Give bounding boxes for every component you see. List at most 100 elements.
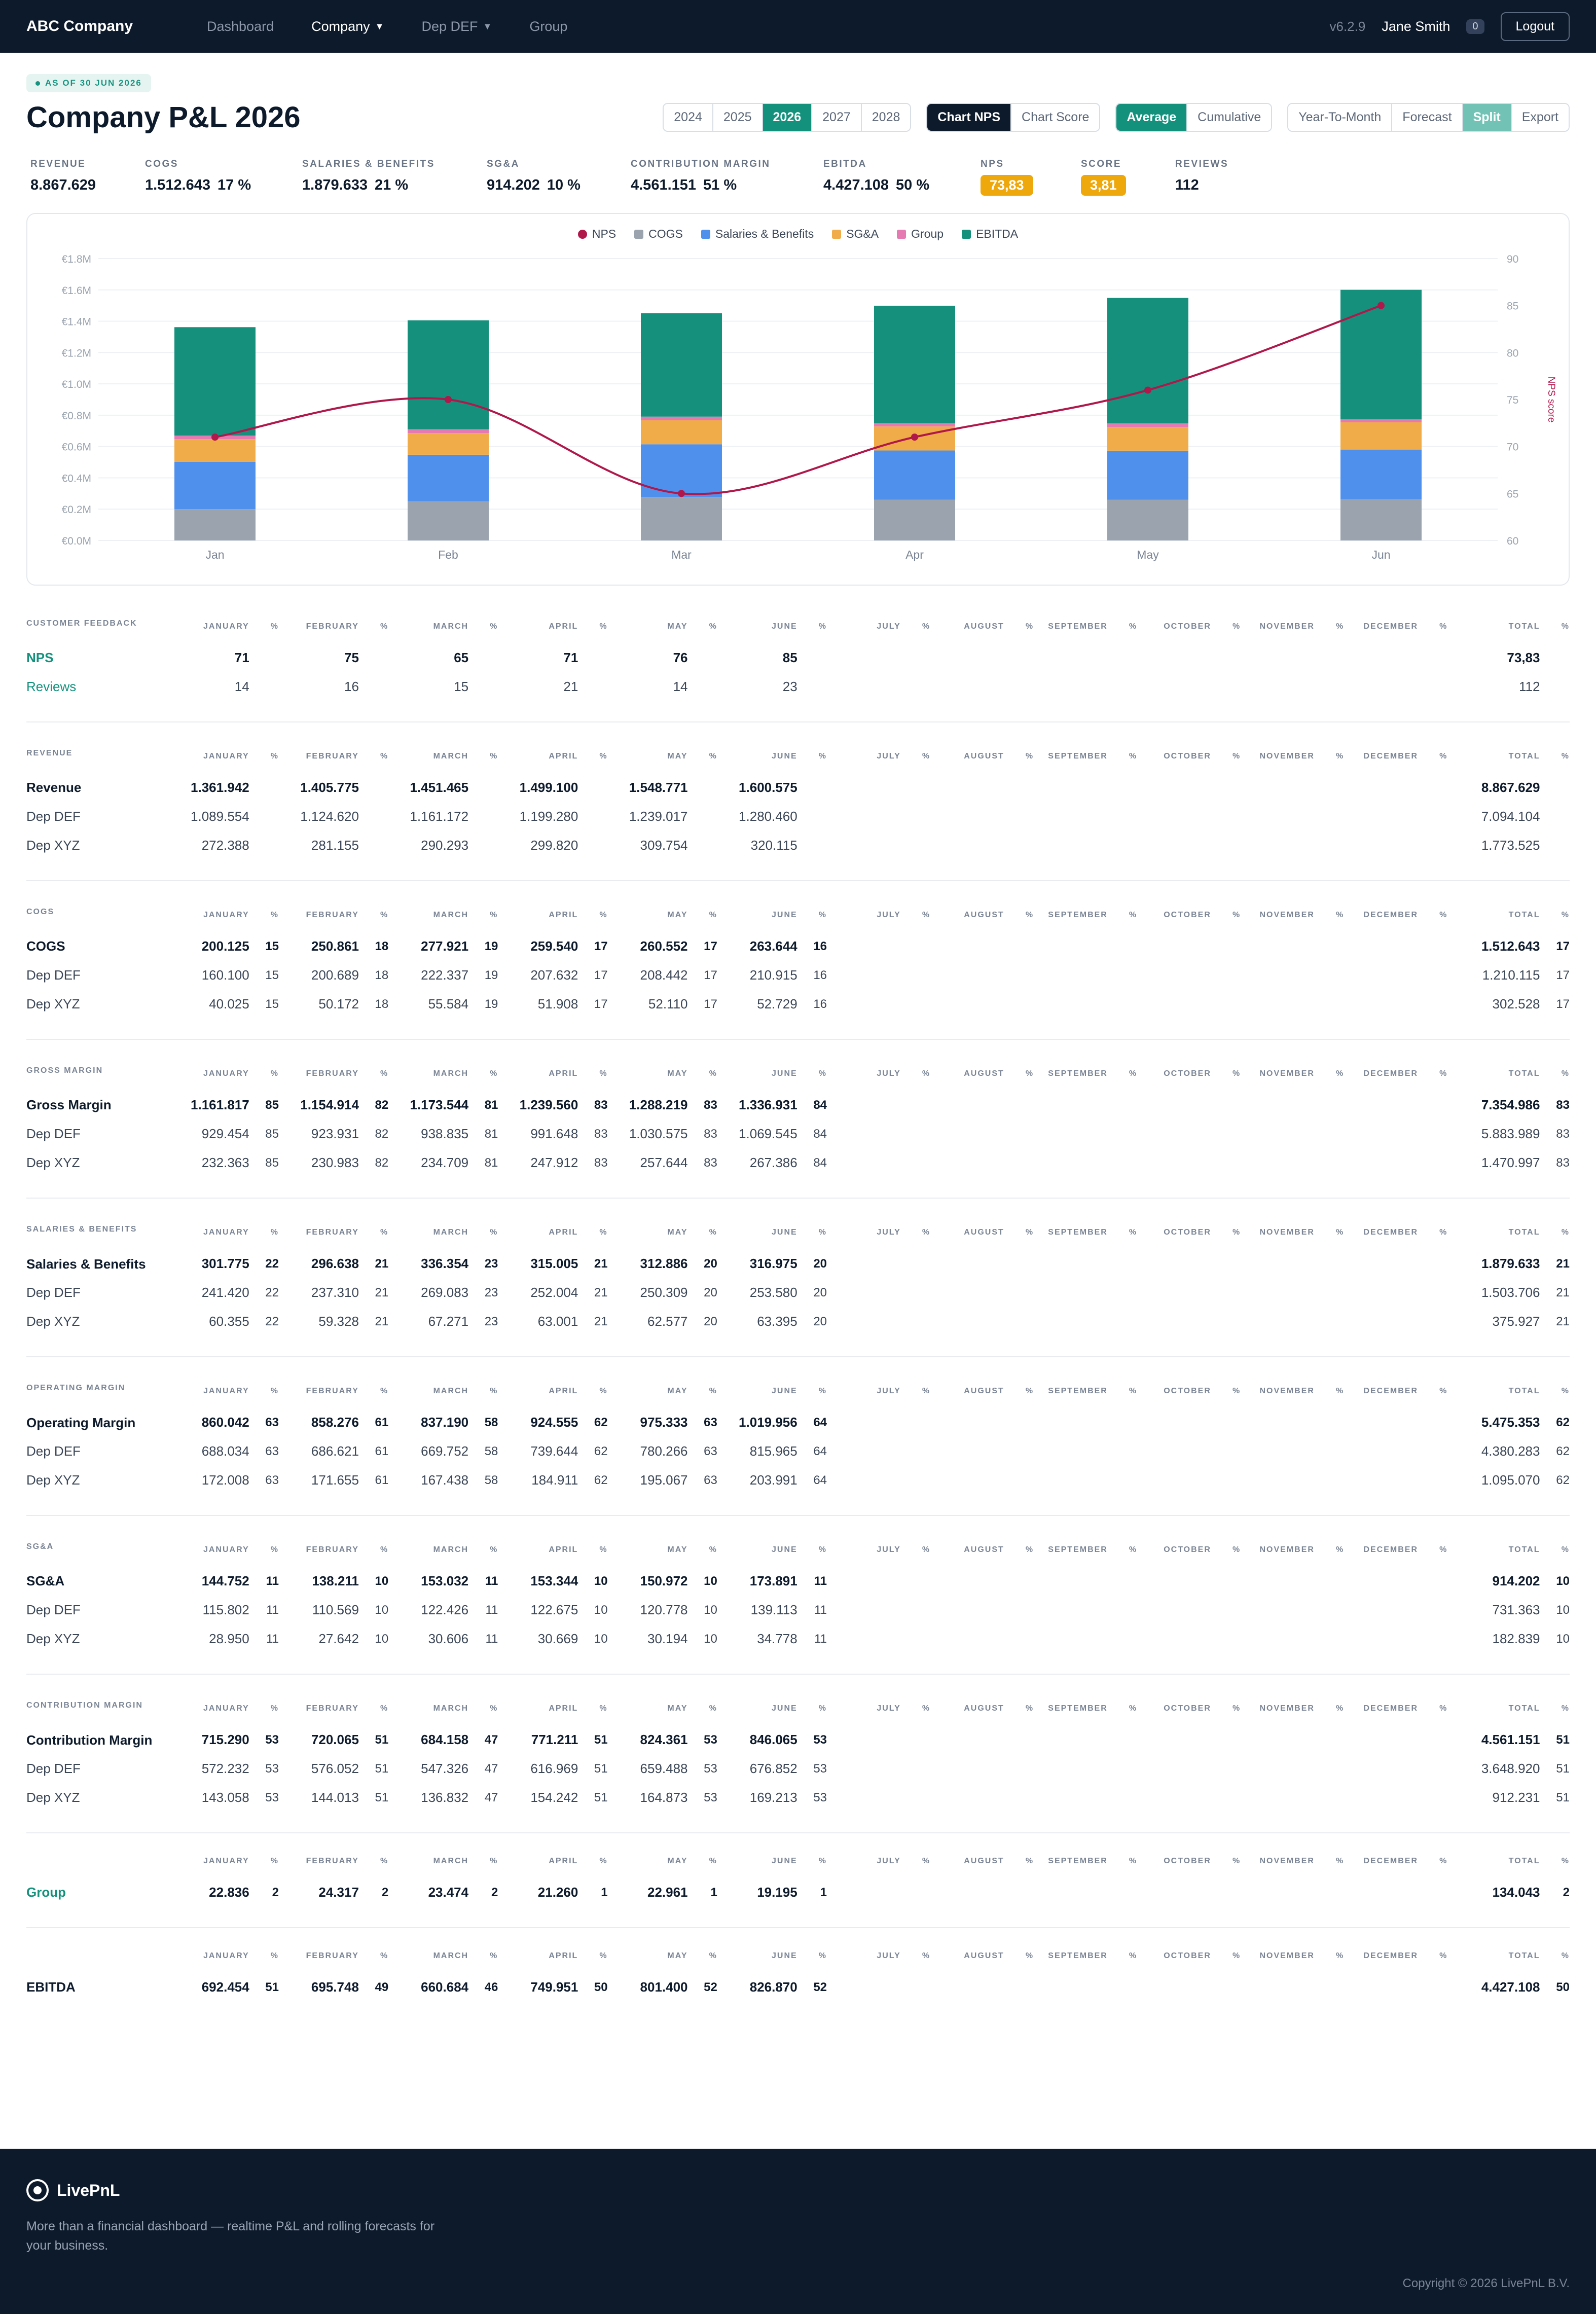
- percent-header: %: [270, 622, 279, 631]
- user-name[interactable]: Jane Smith: [1382, 18, 1450, 34]
- percent-header: %: [922, 622, 931, 631]
- chart-nps-button[interactable]: Chart NPS: [927, 104, 1012, 131]
- row-label[interactable]: Gross Margin: [26, 1097, 112, 1112]
- split-button[interactable]: Split: [1463, 104, 1512, 131]
- month-header: JUNE: [772, 1545, 797, 1554]
- cumulative-button[interactable]: Cumulative: [1187, 104, 1272, 131]
- cell-value: [1034, 1278, 1108, 1307]
- row-label[interactable]: Dep DEF: [26, 1443, 81, 1459]
- percent-header: %: [709, 911, 717, 919]
- row-label[interactable]: Reviews: [26, 679, 77, 694]
- cell-value: [1137, 1783, 1211, 1812]
- year-2025-button[interactable]: 2025: [713, 104, 763, 131]
- row-label[interactable]: Contribution Margin: [26, 1732, 153, 1748]
- year-2027-button[interactable]: 2027: [812, 104, 862, 131]
- row-label[interactable]: Dep XYZ: [26, 1631, 80, 1646]
- nav-dashboard[interactable]: Dashboard: [207, 18, 274, 34]
- row-label[interactable]: Salaries & Benefits: [26, 1256, 146, 1272]
- chart-score-button[interactable]: Chart Score: [1011, 104, 1100, 131]
- legend-item[interactable]: Group: [897, 227, 944, 241]
- month-header: JULY: [877, 1857, 901, 1865]
- logout-button[interactable]: Logout: [1500, 12, 1570, 41]
- nps-point: [1377, 302, 1385, 309]
- y2-tick-label: 70: [1507, 442, 1518, 453]
- row-label[interactable]: Dep XYZ: [26, 838, 80, 853]
- percent-header: %: [1025, 1387, 1034, 1395]
- notification-badge[interactable]: 0: [1466, 19, 1484, 34]
- row-label[interactable]: SG&A: [26, 1573, 65, 1588]
- cell-value: [930, 1878, 1004, 1907]
- year-2028-button[interactable]: 2028: [861, 104, 911, 131]
- row-label[interactable]: Dep DEF: [26, 1602, 81, 1617]
- legend-item[interactable]: COGS: [634, 227, 683, 241]
- cell-percent: [1418, 1307, 1447, 1336]
- nav-company[interactable]: Company ▼: [311, 18, 384, 34]
- legend-item[interactable]: EBITDA: [962, 227, 1018, 241]
- row-label[interactable]: Dep XYZ: [26, 1790, 80, 1805]
- row-label[interactable]: NPS: [26, 650, 54, 665]
- cell-value: [1241, 990, 1315, 1019]
- pnl-table: OPERATING MARGIN JANUARY% FEBRUARY% MARCH% A…: [26, 1381, 1570, 1495]
- percent-header: %: [490, 1704, 498, 1713]
- row-label[interactable]: Dep XYZ: [26, 996, 80, 1011]
- brand-name[interactable]: ABC Company: [26, 18, 133, 34]
- cell-percent: [1315, 1596, 1344, 1624]
- x-tick-label: May: [1137, 548, 1159, 561]
- percent-header: %: [599, 1228, 608, 1237]
- export-button[interactable]: Export: [1511, 104, 1569, 131]
- row-label[interactable]: Group: [26, 1885, 66, 1900]
- version-label: v6.2.9: [1329, 18, 1366, 34]
- cell-percent: 82: [375, 1155, 389, 1170]
- percent-header: %: [1561, 1951, 1570, 1960]
- row-label[interactable]: COGS: [26, 938, 65, 954]
- cell-value: 203.991: [749, 1472, 797, 1488]
- row-label[interactable]: Revenue: [26, 780, 82, 795]
- row-label[interactable]: Operating Margin: [26, 1415, 136, 1430]
- year-to-month-button[interactable]: Year-To-Month: [1288, 104, 1393, 131]
- cell-percent: 22: [265, 1314, 279, 1328]
- percent-header: %: [490, 1228, 498, 1237]
- bar-cogs: [1340, 499, 1422, 540]
- footer-brand[interactable]: LivePnL: [26, 2179, 1570, 2201]
- month-header: DECEMBER: [1363, 1951, 1418, 1960]
- cell-percent: [1004, 1973, 1034, 2002]
- cell-percent: [578, 831, 607, 860]
- cell-value: 1.470.997: [1481, 1155, 1540, 1170]
- percent-header: %: [1561, 752, 1570, 761]
- row-label[interactable]: Dep DEF: [26, 1285, 81, 1300]
- row-label[interactable]: Dep XYZ: [26, 1472, 80, 1488]
- cell-percent: 83: [704, 1127, 717, 1141]
- percent-header: %: [1232, 1228, 1241, 1237]
- row-label[interactable]: Dep DEF: [26, 809, 81, 824]
- cell-percent: [1211, 1466, 1241, 1495]
- row-label[interactable]: Dep DEF: [26, 1126, 81, 1141]
- forecast-button[interactable]: Forecast: [1392, 104, 1463, 131]
- year-2024-button[interactable]: 2024: [664, 104, 713, 131]
- kpi-value: 4.427.108 50 %: [823, 177, 981, 194]
- average-button[interactable]: Average: [1116, 104, 1188, 131]
- cell-percent: [901, 990, 930, 1019]
- cell-value: 739.644: [530, 1443, 578, 1459]
- legend-item[interactable]: SG&A: [832, 227, 879, 241]
- row-label[interactable]: Dep DEF: [26, 967, 81, 983]
- row-label[interactable]: Dep XYZ: [26, 1314, 80, 1329]
- legend-item[interactable]: Salaries & Benefits: [701, 227, 814, 241]
- cell-percent: [1211, 773, 1241, 802]
- legend-item[interactable]: NPS: [577, 227, 616, 241]
- cell-percent: [1315, 1091, 1344, 1119]
- percent-header: %: [490, 911, 498, 919]
- cell-percent: [1004, 831, 1034, 860]
- row-label[interactable]: EBITDA: [26, 1979, 76, 1995]
- percent-header: %: [1232, 752, 1241, 761]
- percent-header: %: [490, 1545, 498, 1554]
- percent-header: %: [1561, 1857, 1570, 1865]
- cell-value: 63.001: [537, 1314, 578, 1329]
- year-2026-button[interactable]: 2026: [763, 104, 813, 131]
- nav-dep-def[interactable]: Dep DEF ▼: [421, 18, 492, 34]
- cell-percent: [468, 773, 498, 802]
- row-label[interactable]: Dep XYZ: [26, 1155, 80, 1170]
- cell-value: 62.577: [647, 1314, 688, 1329]
- nav-group[interactable]: Group: [529, 18, 568, 34]
- x-tick-label: Apr: [905, 548, 924, 561]
- row-label[interactable]: Dep DEF: [26, 1761, 81, 1776]
